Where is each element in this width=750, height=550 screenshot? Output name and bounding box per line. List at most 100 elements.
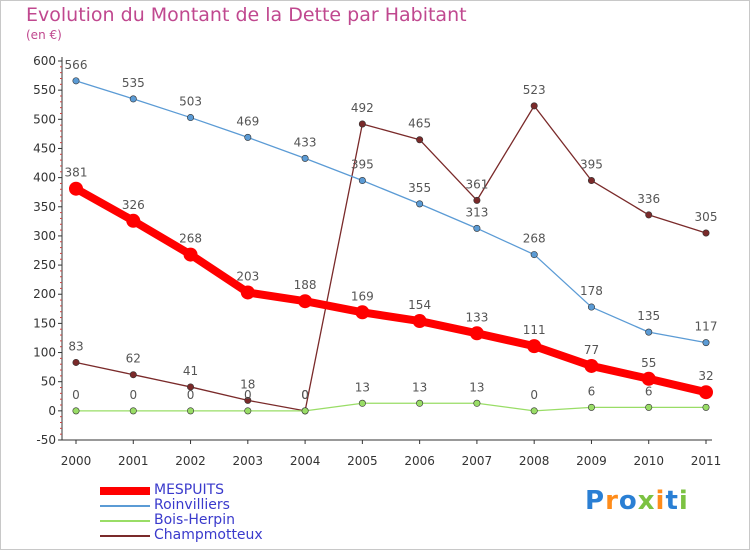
- data-label: 77: [584, 343, 599, 357]
- data-label: 395: [580, 158, 603, 172]
- data-point: [702, 339, 710, 347]
- data-label: 465: [408, 117, 431, 131]
- data-label: 469: [236, 114, 259, 128]
- data-label: 0: [244, 388, 252, 402]
- data-point: [584, 358, 599, 373]
- data-point: [129, 407, 137, 415]
- x-tick-label: 2007: [462, 454, 493, 468]
- y-tick-label: 100: [33, 346, 56, 360]
- data-label: 188: [294, 278, 317, 292]
- data-label: 313: [465, 205, 488, 219]
- data-label: 169: [351, 289, 374, 303]
- data-label: 361: [465, 177, 488, 191]
- chart-subtitle: (en €): [26, 28, 62, 42]
- series-line-champmotteux: [75, 105, 707, 412]
- series-line-roinvilliers: [75, 80, 707, 344]
- data-point: [587, 177, 595, 185]
- data-point: [301, 154, 309, 162]
- legend-label: Roinvilliers: [154, 497, 230, 513]
- data-point: [412, 314, 427, 329]
- data-point: [240, 285, 255, 300]
- x-tick-label: 2006: [404, 454, 435, 468]
- data-label: 133: [465, 310, 488, 324]
- y-tick-label: 150: [33, 316, 56, 330]
- data-label: 268: [523, 232, 546, 246]
- data-label: 32: [698, 369, 713, 383]
- data-point: [244, 133, 252, 141]
- data-label: 13: [412, 380, 427, 394]
- data-label: 305: [695, 210, 718, 224]
- data-label: 13: [469, 380, 484, 394]
- data-point: [72, 358, 80, 366]
- data-point: [416, 136, 424, 144]
- legend-label: Bois-Herpin: [154, 512, 235, 528]
- data-point: [187, 407, 195, 415]
- data-point: [416, 200, 424, 208]
- y-tick-label: 350: [33, 200, 56, 214]
- legend-swatch: [100, 504, 150, 507]
- x-tick-label: 2004: [290, 454, 321, 468]
- legend-item: Bois-Herpin: [100, 513, 263, 528]
- data-point: [702, 229, 710, 237]
- data-label: 55: [641, 356, 656, 370]
- data-point: [699, 385, 713, 400]
- x-tick-label: 2011: [691, 454, 722, 468]
- data-point: [358, 120, 366, 128]
- data-point: [358, 399, 366, 407]
- data-label: 203: [236, 269, 259, 283]
- data-point: [129, 95, 137, 103]
- data-point: [473, 399, 481, 407]
- data-label: 111: [523, 323, 546, 337]
- data-label: 62: [126, 352, 141, 366]
- data-point: [72, 77, 80, 85]
- legend-swatch: [100, 486, 150, 495]
- x-tick-label: 2000: [61, 454, 92, 468]
- data-label: 395: [351, 158, 374, 172]
- data-label: 503: [179, 95, 202, 109]
- data-label: 0: [72, 388, 80, 402]
- y-tick-label: 400: [33, 171, 56, 185]
- data-label: 433: [294, 135, 317, 149]
- x-tick-label: 2008: [519, 454, 550, 468]
- data-label: 0: [187, 388, 195, 402]
- data-label: 6: [645, 384, 653, 398]
- data-label: 13: [355, 380, 370, 394]
- legend-swatch: [100, 534, 150, 537]
- y-tick-label: 200: [33, 287, 56, 301]
- legend-swatch: [100, 519, 150, 522]
- data-point: [645, 211, 653, 219]
- legend-label: Champmotteux: [154, 527, 263, 543]
- data-label: 0: [301, 388, 309, 402]
- data-label: 41: [183, 364, 198, 378]
- data-label: 83: [68, 339, 83, 353]
- data-point: [645, 403, 653, 411]
- data-label: 18: [240, 377, 255, 391]
- data-point: [645, 328, 653, 336]
- data-point: [298, 294, 313, 309]
- data-label: 336: [637, 192, 660, 206]
- data-point: [358, 177, 366, 185]
- data-point: [530, 251, 538, 259]
- data-point: [702, 403, 710, 411]
- data-label: 117: [695, 320, 718, 334]
- data-label: 523: [523, 83, 546, 97]
- y-tick-label: 550: [33, 83, 56, 97]
- y-tick-label: 450: [33, 141, 56, 155]
- y-tick-label: 0: [48, 404, 56, 418]
- data-point: [301, 407, 309, 415]
- data-label: 178: [580, 284, 603, 298]
- legend-item: MESPUITS: [100, 483, 263, 498]
- legend: MESPUITS Roinvilliers Bois-Herpin Champmott…: [100, 483, 263, 543]
- x-tick-label: 2003: [233, 454, 264, 468]
- x-tick-label: 2005: [347, 454, 378, 468]
- x-tick-label: 2001: [118, 454, 149, 468]
- chart-title: Evolution du Montant de la Dette par Hab…: [26, 4, 467, 26]
- data-label: 355: [408, 181, 431, 195]
- data-label: 154: [408, 298, 431, 312]
- y-tick-label: 500: [33, 112, 56, 126]
- data-point: [527, 339, 542, 354]
- data-point: [187, 383, 195, 391]
- x-tick-label: 2009: [576, 454, 607, 468]
